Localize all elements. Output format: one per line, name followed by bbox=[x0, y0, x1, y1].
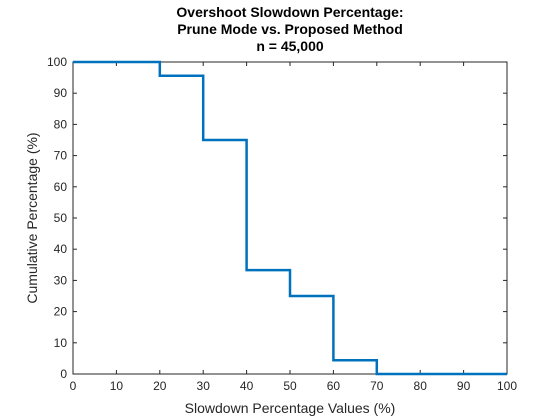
y-tick-label: 100 bbox=[47, 55, 67, 69]
x-tick-label: 90 bbox=[457, 379, 471, 393]
y-tick-label: 0 bbox=[60, 367, 67, 381]
x-tick-label: 70 bbox=[370, 379, 384, 393]
y-tick-label: 70 bbox=[54, 149, 68, 163]
y-tick-label: 90 bbox=[54, 86, 68, 100]
x-tick-label: 30 bbox=[197, 379, 211, 393]
x-tick-label: 100 bbox=[497, 379, 517, 393]
series-line-0 bbox=[73, 60, 507, 376]
y-tick-label: 80 bbox=[54, 117, 68, 131]
chart-title-line-2: Prune Mode vs. Proposed Method bbox=[177, 21, 403, 37]
x-axis-label: Slowdown Percentage Values (%) bbox=[185, 400, 396, 416]
chart-title-line-1: Overshoot Slowdown Percentage: bbox=[176, 4, 403, 20]
x-tick-label: 40 bbox=[240, 379, 254, 393]
series-layer bbox=[73, 60, 507, 376]
x-tick-label: 80 bbox=[414, 379, 428, 393]
y-axis-label: Cumulative Percentage (%) bbox=[24, 132, 40, 303]
y-axis-ticks: 0 10 20 30 40 50 60 70 80 90 100 bbox=[47, 55, 507, 381]
x-tick-label: 0 bbox=[70, 379, 77, 393]
x-axis-ticks: 0 10 20 30 40 50 60 70 80 90 100 bbox=[70, 62, 517, 393]
y-tick-label: 40 bbox=[54, 242, 68, 256]
chart-title-line-3: n = 45,000 bbox=[256, 38, 324, 54]
x-tick-label: 20 bbox=[153, 379, 167, 393]
y-tick-label: 50 bbox=[54, 211, 68, 225]
y-tick-label: 30 bbox=[54, 273, 68, 287]
y-tick-label: 20 bbox=[54, 305, 68, 319]
y-tick-label: 60 bbox=[54, 180, 68, 194]
x-tick-label: 10 bbox=[110, 379, 124, 393]
plot-area: 0 10 20 30 40 50 60 70 80 90 100 0 10 20 30 40 50 60 70 80… bbox=[47, 55, 517, 393]
y-tick-label: 10 bbox=[54, 336, 68, 350]
x-tick-label: 50 bbox=[283, 379, 297, 393]
x-tick-label: 60 bbox=[327, 379, 341, 393]
axes-box bbox=[72, 61, 508, 375]
